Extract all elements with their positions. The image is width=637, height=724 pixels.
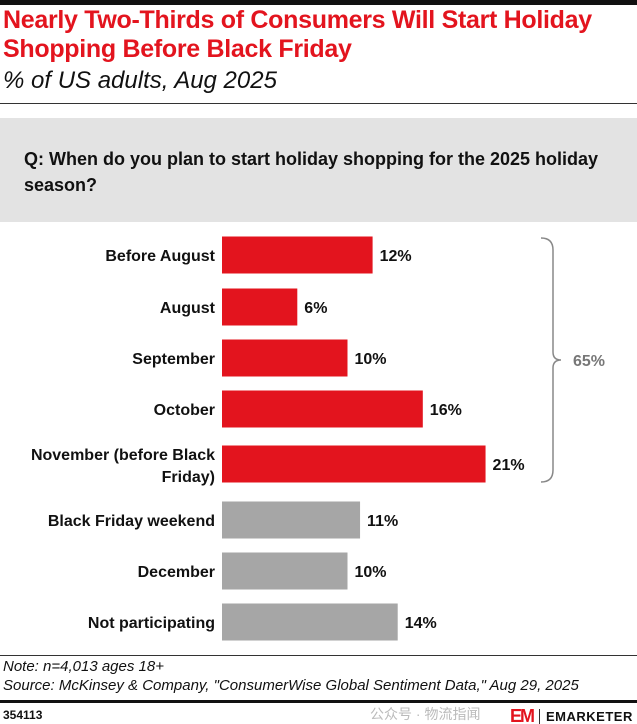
bar	[222, 603, 398, 641]
category-label: September	[132, 351, 215, 368]
data-label: 10%	[355, 564, 387, 581]
bracket	[540, 237, 562, 483]
bar	[222, 390, 423, 428]
data-label: 21%	[493, 457, 525, 474]
source-text: Source: McKinsey & Company, "ConsumerWis…	[3, 677, 579, 694]
data-label: 10%	[355, 351, 387, 368]
data-label: 16%	[430, 402, 462, 419]
divider	[0, 103, 637, 104]
note-text: Note: n=4,013 ages 18+	[3, 658, 164, 675]
divider	[0, 700, 637, 703]
category-label: Before August	[105, 248, 215, 265]
question-text: Q: When do you plan to start holiday sho…	[24, 149, 599, 195]
divider	[0, 655, 637, 656]
data-label: 11%	[367, 513, 398, 530]
brand-name: EMARKETER	[546, 709, 633, 724]
logo-separator	[539, 708, 540, 724]
bracket-label: 65%	[573, 353, 605, 370]
bar-chart: 12% Before August 6% August 10% September 16% O…	[31, 236, 605, 641]
emarketer-logo: EM EMARKETER	[510, 706, 633, 724]
bar	[222, 552, 348, 590]
category-label: November (before Black	[31, 447, 215, 464]
chart-title: Nearly Two-Thirds of Consumers Will Star…	[3, 6, 592, 63]
bar	[222, 501, 361, 539]
data-label: 6%	[304, 300, 327, 317]
question-box	[0, 118, 637, 222]
bar	[222, 288, 298, 326]
category-label: Friday)	[162, 469, 215, 486]
chart-id: 354113	[3, 708, 43, 722]
notes: Note: n=4,013 ages 18+ Source: McKinsey …	[3, 657, 579, 695]
logo-mark: EM	[510, 706, 535, 724]
bar	[222, 236, 373, 274]
category-label: December	[138, 564, 215, 581]
watermark: 公众号 · 物流指闻	[370, 706, 481, 722]
chart-subtitle: % of US adults, Aug 2025	[3, 67, 277, 94]
bar	[222, 339, 348, 377]
bar	[222, 445, 486, 483]
category-label: October	[154, 402, 215, 419]
category-label: August	[160, 300, 216, 317]
chart-header: Nearly Two-Thirds of Consumers Will Star…	[3, 6, 633, 96]
top-rule	[0, 0, 637, 5]
category-label: Not participating	[88, 615, 215, 632]
category-label: Black Friday weekend	[48, 513, 215, 530]
data-label: 14%	[405, 615, 437, 632]
data-label: 12%	[380, 248, 412, 265]
